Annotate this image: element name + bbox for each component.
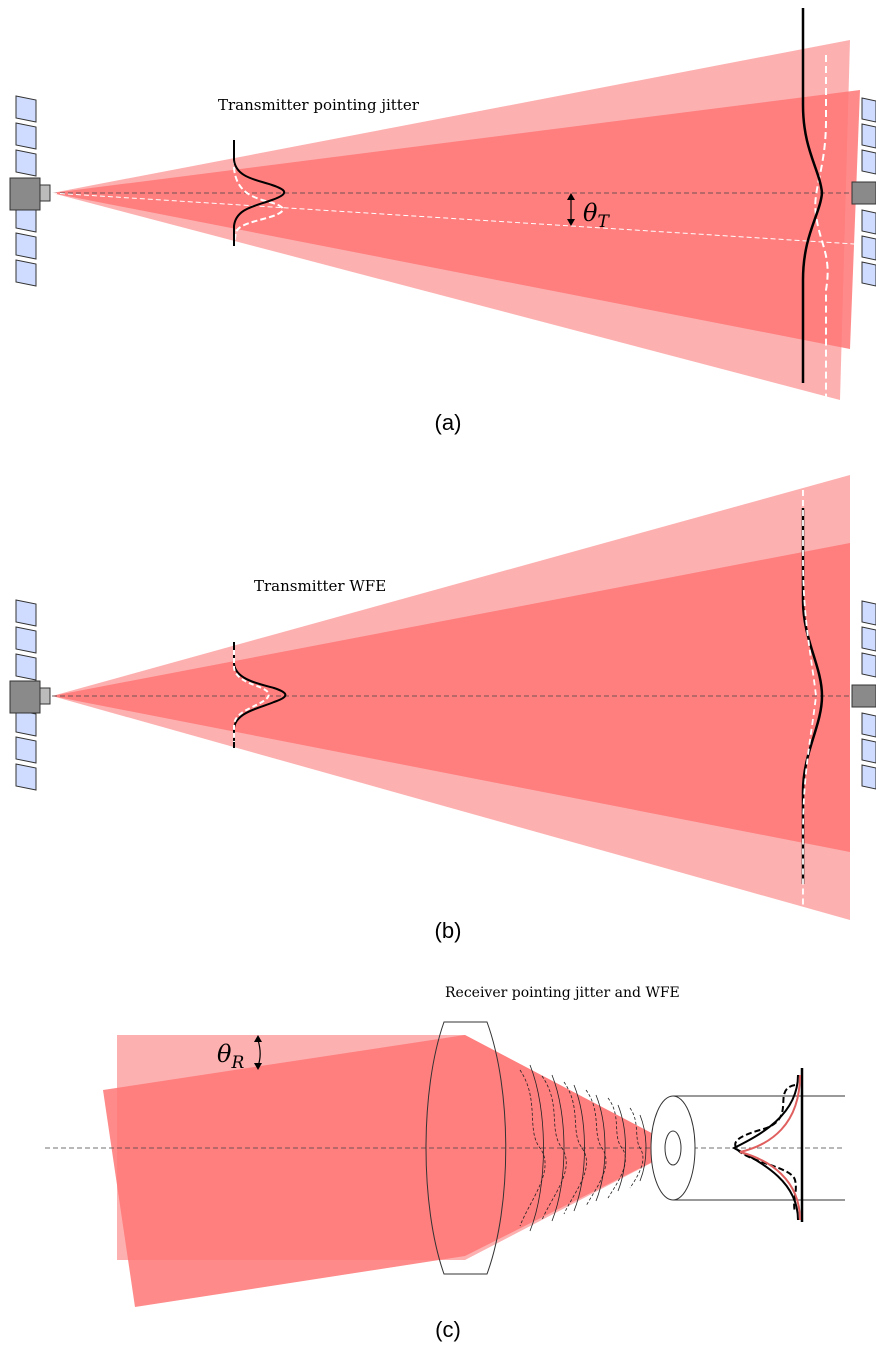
panel-a-title: Transmitter pointing jitter: [218, 96, 420, 114]
aberrated-wavefronts: [519, 1069, 644, 1227]
receiver-satellite: [851, 97, 876, 287]
profile-near-nominal: [233, 642, 287, 748]
svg-text:θT: θT: [583, 199, 610, 232]
jittered-axis: [51, 192, 871, 246]
profile-far-aberrated: [802, 490, 817, 905]
detector-tube: [650, 1095, 845, 1201]
beam-nominal: [52, 90, 860, 349]
theta-t-subscript: T: [597, 212, 610, 232]
profile-near-nominal: [233, 140, 285, 246]
focal-profile-jittered: [739, 1074, 801, 1221]
theta-r-subscript: R: [230, 1053, 244, 1073]
satellite-body: [9, 680, 51, 714]
solar-panels-left: [15, 599, 37, 791]
focal-profile-nominal: [731, 1074, 799, 1221]
profile-near-jittered: [233, 140, 284, 245]
transmitter-satellite: [9, 95, 51, 287]
input-beam-tilted: [103, 1035, 680, 1307]
profile-near-aberrated: [233, 650, 270, 742]
beam-nominal: [52, 543, 850, 852]
panel-b-caption: (b): [435, 918, 462, 943]
satellite-body: [9, 177, 51, 211]
panel-a-caption: (a): [435, 410, 462, 435]
angle-marker-theta-t: θT: [567, 193, 610, 232]
transmitter-satellite: [9, 599, 51, 791]
focusing-lens: [425, 1021, 507, 1275]
theta-r-symbol: θ: [217, 1040, 232, 1068]
receiver-satellite: [851, 600, 876, 790]
svg-text:θR: θR: [217, 1040, 244, 1073]
panel-b: Transmitter WFE (b): [9, 475, 876, 943]
panel-c-title: Receiver pointing jitter and WFE: [445, 985, 680, 1001]
panel-c-caption: (c): [435, 1317, 461, 1342]
focal-profile-aberrated: [734, 1084, 797, 1213]
profile-far-nominal: [801, 508, 824, 884]
panel-c: θR Receiver pointing jitter and WFE (c): [45, 985, 845, 1342]
profile-far-nominal: [801, 8, 824, 383]
panel-b-title: Transmitter WFE: [254, 577, 386, 595]
angle-marker-theta-r: θR: [217, 1035, 262, 1073]
panel-a: θT Transmitter pointing jitter (a): [9, 8, 876, 435]
theta-t-symbol: θ: [583, 199, 598, 227]
